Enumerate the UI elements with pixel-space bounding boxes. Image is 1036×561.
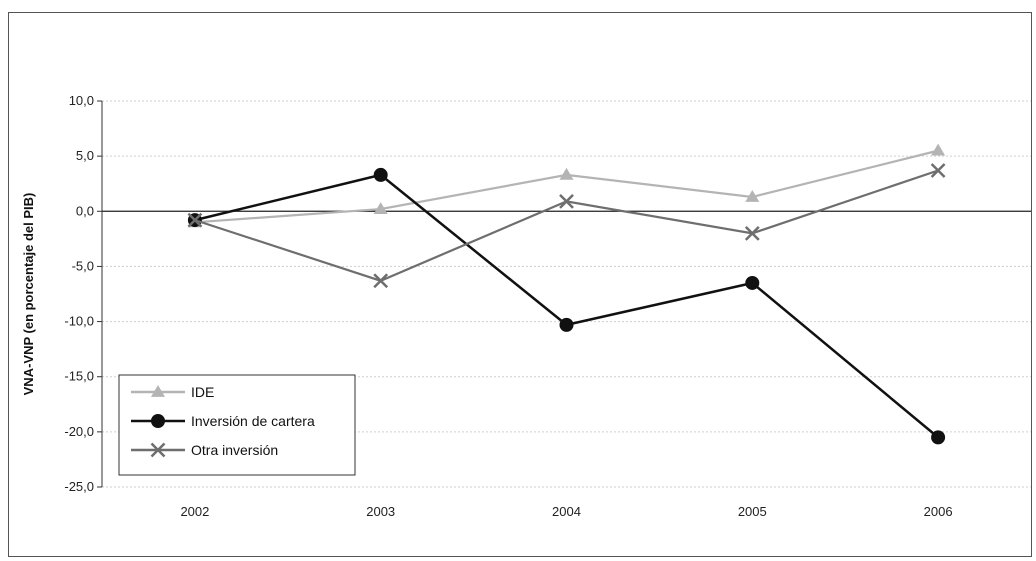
y-tick-label: 5,0 bbox=[76, 148, 94, 163]
y-tick-label: 10,0 bbox=[69, 93, 94, 108]
series bbox=[187, 143, 946, 445]
data-point bbox=[931, 430, 946, 445]
y-tick-label: -10,0 bbox=[64, 314, 94, 329]
legend-item: Otra inversión bbox=[131, 442, 278, 458]
legend-swatch-marker bbox=[151, 385, 165, 397]
x-tick-label: 2004 bbox=[552, 504, 581, 519]
data-point bbox=[745, 275, 760, 290]
legend-item: Inversión de cartera bbox=[131, 413, 315, 429]
y-axis-label: VNA-VNP (en porcentaje del PIB) bbox=[21, 193, 36, 396]
legend-label: Inversión de cartera bbox=[191, 413, 315, 429]
x-marker-stroke bbox=[744, 225, 760, 241]
data-point bbox=[373, 273, 389, 289]
legend-item: IDE bbox=[131, 384, 214, 400]
x-marker-stroke bbox=[930, 163, 946, 178]
x-tick-label: 2002 bbox=[180, 504, 209, 519]
series-line bbox=[194, 169, 939, 282]
legend-label: IDE bbox=[191, 384, 214, 400]
series-0 bbox=[187, 143, 946, 228]
axes bbox=[97, 100, 1031, 488]
data-point bbox=[373, 167, 388, 182]
x-marker-stroke bbox=[559, 193, 574, 209]
data-point bbox=[373, 202, 388, 214]
data-point bbox=[930, 163, 946, 178]
data-point bbox=[559, 317, 574, 332]
y-tick-label: -25,0 bbox=[64, 479, 94, 494]
chart-frame: 10,0 5,0 0,0 -5,0 -10,0 -15,0 -20,0 -25,0 2002 20… bbox=[8, 12, 1032, 557]
y-tick-label: -15,0 bbox=[64, 369, 94, 384]
legend-swatch-marker bbox=[150, 442, 166, 458]
y-tick-label: -5,0 bbox=[72, 258, 94, 273]
x-tick-label: 2006 bbox=[924, 504, 953, 519]
series-2 bbox=[187, 163, 946, 289]
data-point bbox=[187, 212, 203, 228]
legend-swatch-marker bbox=[151, 414, 165, 428]
tick-labels: 10,0 5,0 0,0 -5,0 -10,0 -15,0 -20,0 -25,0 2002 20… bbox=[64, 93, 952, 519]
x-tick-label: 2005 bbox=[738, 504, 767, 519]
data-point bbox=[559, 193, 574, 209]
data-point bbox=[745, 189, 760, 202]
y-tick-label: -20,0 bbox=[64, 424, 94, 439]
x-marker-stroke bbox=[187, 212, 203, 228]
x-marker-stroke bbox=[150, 442, 166, 458]
x-marker-stroke bbox=[373, 273, 389, 289]
y-tick-label: 0,0 bbox=[76, 203, 94, 218]
legend-label: Otra inversión bbox=[191, 442, 278, 458]
data-point bbox=[559, 167, 574, 180]
legend: IDE Inversión de cartera Otra inversión bbox=[118, 374, 356, 476]
data-point bbox=[931, 143, 946, 156]
data-point bbox=[744, 225, 760, 241]
line-chart: 10,0 5,0 0,0 -5,0 -10,0 -15,0 -20,0 -25,0 2002 20… bbox=[21, 93, 1031, 519]
x-tick-label: 2003 bbox=[366, 504, 395, 519]
